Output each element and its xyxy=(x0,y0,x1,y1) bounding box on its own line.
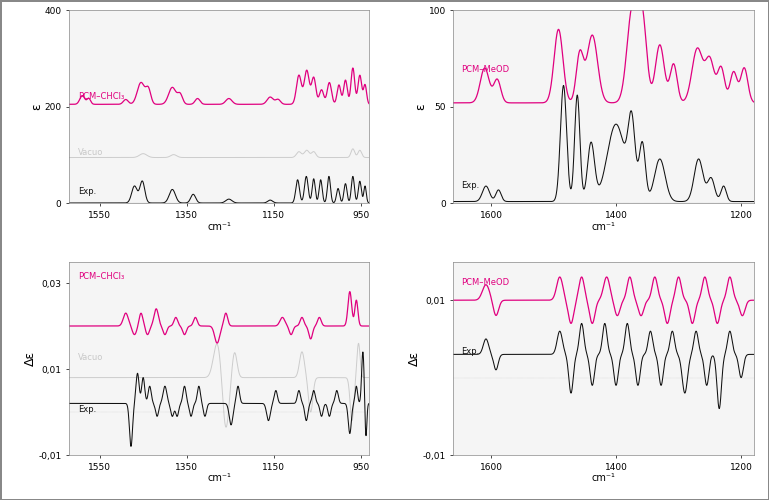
X-axis label: cm⁻¹: cm⁻¹ xyxy=(591,222,615,232)
Text: Exp.: Exp. xyxy=(78,187,96,196)
X-axis label: cm⁻¹: cm⁻¹ xyxy=(208,222,231,232)
X-axis label: cm⁻¹: cm⁻¹ xyxy=(591,473,615,483)
Text: Vacuo: Vacuo xyxy=(78,354,103,362)
Text: PCM–MeOD: PCM–MeOD xyxy=(461,278,509,286)
Text: Vacuo: Vacuo xyxy=(78,148,103,157)
X-axis label: cm⁻¹: cm⁻¹ xyxy=(208,473,231,483)
Text: PCM–CHCl₃: PCM–CHCl₃ xyxy=(78,272,124,280)
Y-axis label: Δε: Δε xyxy=(408,350,421,366)
Y-axis label: ε: ε xyxy=(30,104,43,110)
Y-axis label: ε: ε xyxy=(414,104,427,110)
Y-axis label: Δε: Δε xyxy=(24,350,37,366)
Text: PCM–MeOD: PCM–MeOD xyxy=(461,65,509,74)
Text: PCM–CHCl₃: PCM–CHCl₃ xyxy=(78,92,124,102)
Text: Exp.: Exp. xyxy=(461,348,479,356)
Text: Exp.: Exp. xyxy=(78,405,96,414)
Text: Exp.: Exp. xyxy=(461,181,479,190)
